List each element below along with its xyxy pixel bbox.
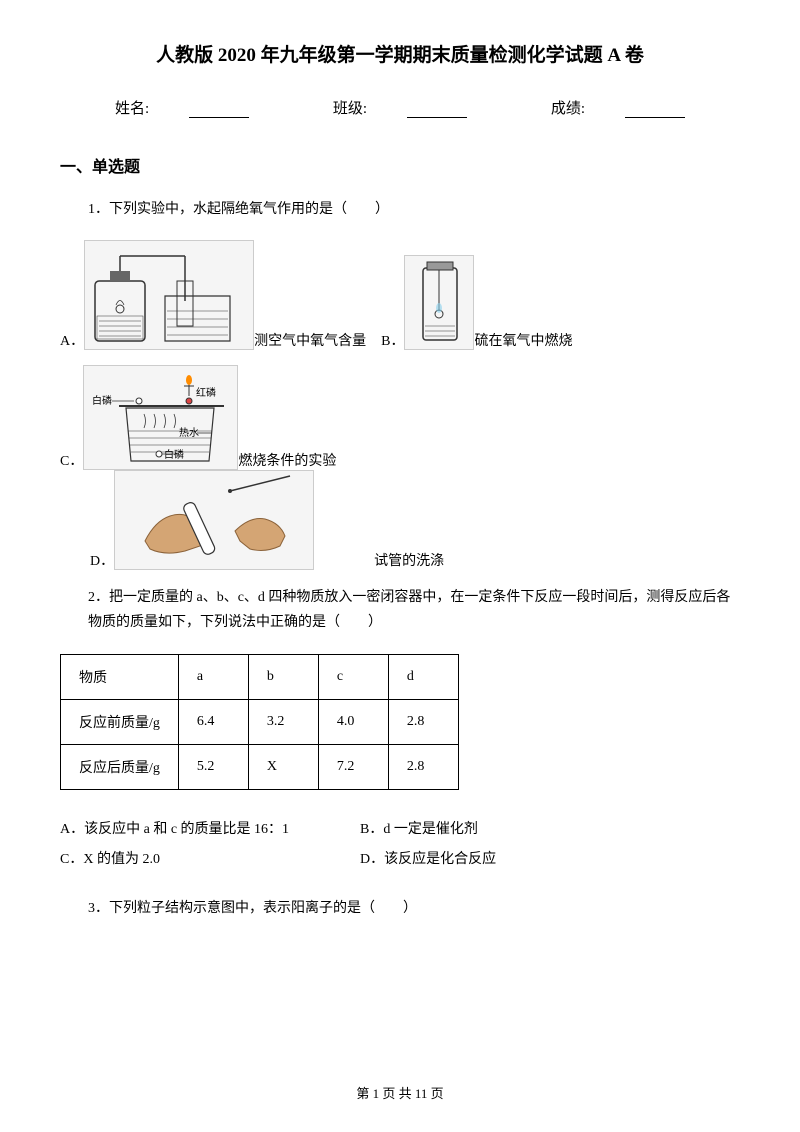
- q2-answers: A．该反应中 a 和 c 的质量比是 16：1 B．d 一定是催化剂 C．X 的…: [60, 815, 740, 877]
- r2-1: 5.2: [178, 744, 248, 789]
- figure-b: [404, 255, 474, 350]
- page-footer: 第 1 页 共 11 页: [0, 1083, 800, 1102]
- r2-4: 2.8: [388, 744, 458, 789]
- class-blank[interactable]: [407, 102, 467, 118]
- q1-optD-caption: 试管的洗涤: [374, 550, 444, 570]
- question-2: 2．把一定质量的 a、b、c、d 四种物质放入一密闭容器中，在一定条件下反应一段…: [60, 585, 740, 635]
- class-label: 班级:: [333, 101, 367, 117]
- q1-optB-label: B．: [381, 330, 404, 350]
- th-3: c: [318, 654, 388, 699]
- q1-optC-label: C．: [60, 450, 83, 470]
- th-4: d: [388, 654, 458, 699]
- score-blank[interactable]: [625, 102, 685, 118]
- table-row: 反应前质量/g 6.4 3.2 4.0 2.8: [61, 699, 459, 744]
- q2-optC: C．X 的值为 2.0: [60, 845, 360, 876]
- name-blank[interactable]: [189, 102, 249, 118]
- q1-optB-caption: 硫在氧气中燃烧: [474, 330, 572, 350]
- figure-d: [114, 470, 314, 570]
- svg-text:白磷: 白磷: [164, 448, 184, 461]
- th-1: a: [178, 654, 248, 699]
- q1-optC-caption: 燃烧条件的实验: [238, 450, 336, 470]
- q1-optA-caption: 测空气中氧气含量: [254, 330, 366, 350]
- r1-3: 4.0: [318, 699, 388, 744]
- q2-optA: A．该反应中 a 和 c 的质量比是 16：1: [60, 815, 360, 846]
- figure-a: [84, 240, 254, 350]
- svg-text:白磷: 白磷: [92, 394, 112, 407]
- svg-text:红磷: 红磷: [196, 386, 216, 399]
- r2-0: 反应后质量/g: [61, 744, 179, 789]
- r1-0: 反应前质量/g: [61, 699, 179, 744]
- r1-2: 3.2: [248, 699, 318, 744]
- q2-optB: B．d 一定是催化剂: [360, 815, 478, 846]
- q1-optD-label: D．: [90, 550, 114, 570]
- q2-table: 物质 a b c d 反应前质量/g 6.4 3.2 4.0 2.8 反应后质量…: [60, 654, 459, 790]
- r1-4: 2.8: [388, 699, 458, 744]
- question-3: 3．下列粒子结构示意图中，表示阳离子的是（ ）: [60, 896, 740, 921]
- r2-2: X: [248, 744, 318, 789]
- r2-3: 7.2: [318, 744, 388, 789]
- name-label: 姓名:: [115, 101, 149, 117]
- r1-1: 6.4: [178, 699, 248, 744]
- figure-c: 红磷 白磷 热水 白磷: [83, 365, 238, 470]
- q1-figures-row2: C． 红磷 白磷 热水: [60, 365, 740, 570]
- score-label: 成绩:: [551, 101, 585, 117]
- q1-figures-row1: A． 测空气中氧气含: [60, 240, 740, 350]
- section-header: 一、单选题: [60, 153, 740, 177]
- page-title: 人教版 2020 年九年级第一学期期末质量检测化学试题 A 卷: [60, 40, 740, 67]
- th-0: 物质: [61, 654, 179, 699]
- q1-optA-label: A．: [60, 330, 84, 350]
- info-line: 姓名: 班级: 成绩:: [60, 97, 740, 118]
- question-1: 1．下列实验中，水起隔绝氧气作用的是（ ）: [60, 197, 740, 222]
- table-header-row: 物质 a b c d: [61, 654, 459, 699]
- th-2: b: [248, 654, 318, 699]
- table-row: 反应后质量/g 5.2 X 7.2 2.8: [61, 744, 459, 789]
- q2-optD: D．该反应是化合反应: [360, 845, 496, 876]
- svg-text:热水: 热水: [179, 426, 199, 439]
